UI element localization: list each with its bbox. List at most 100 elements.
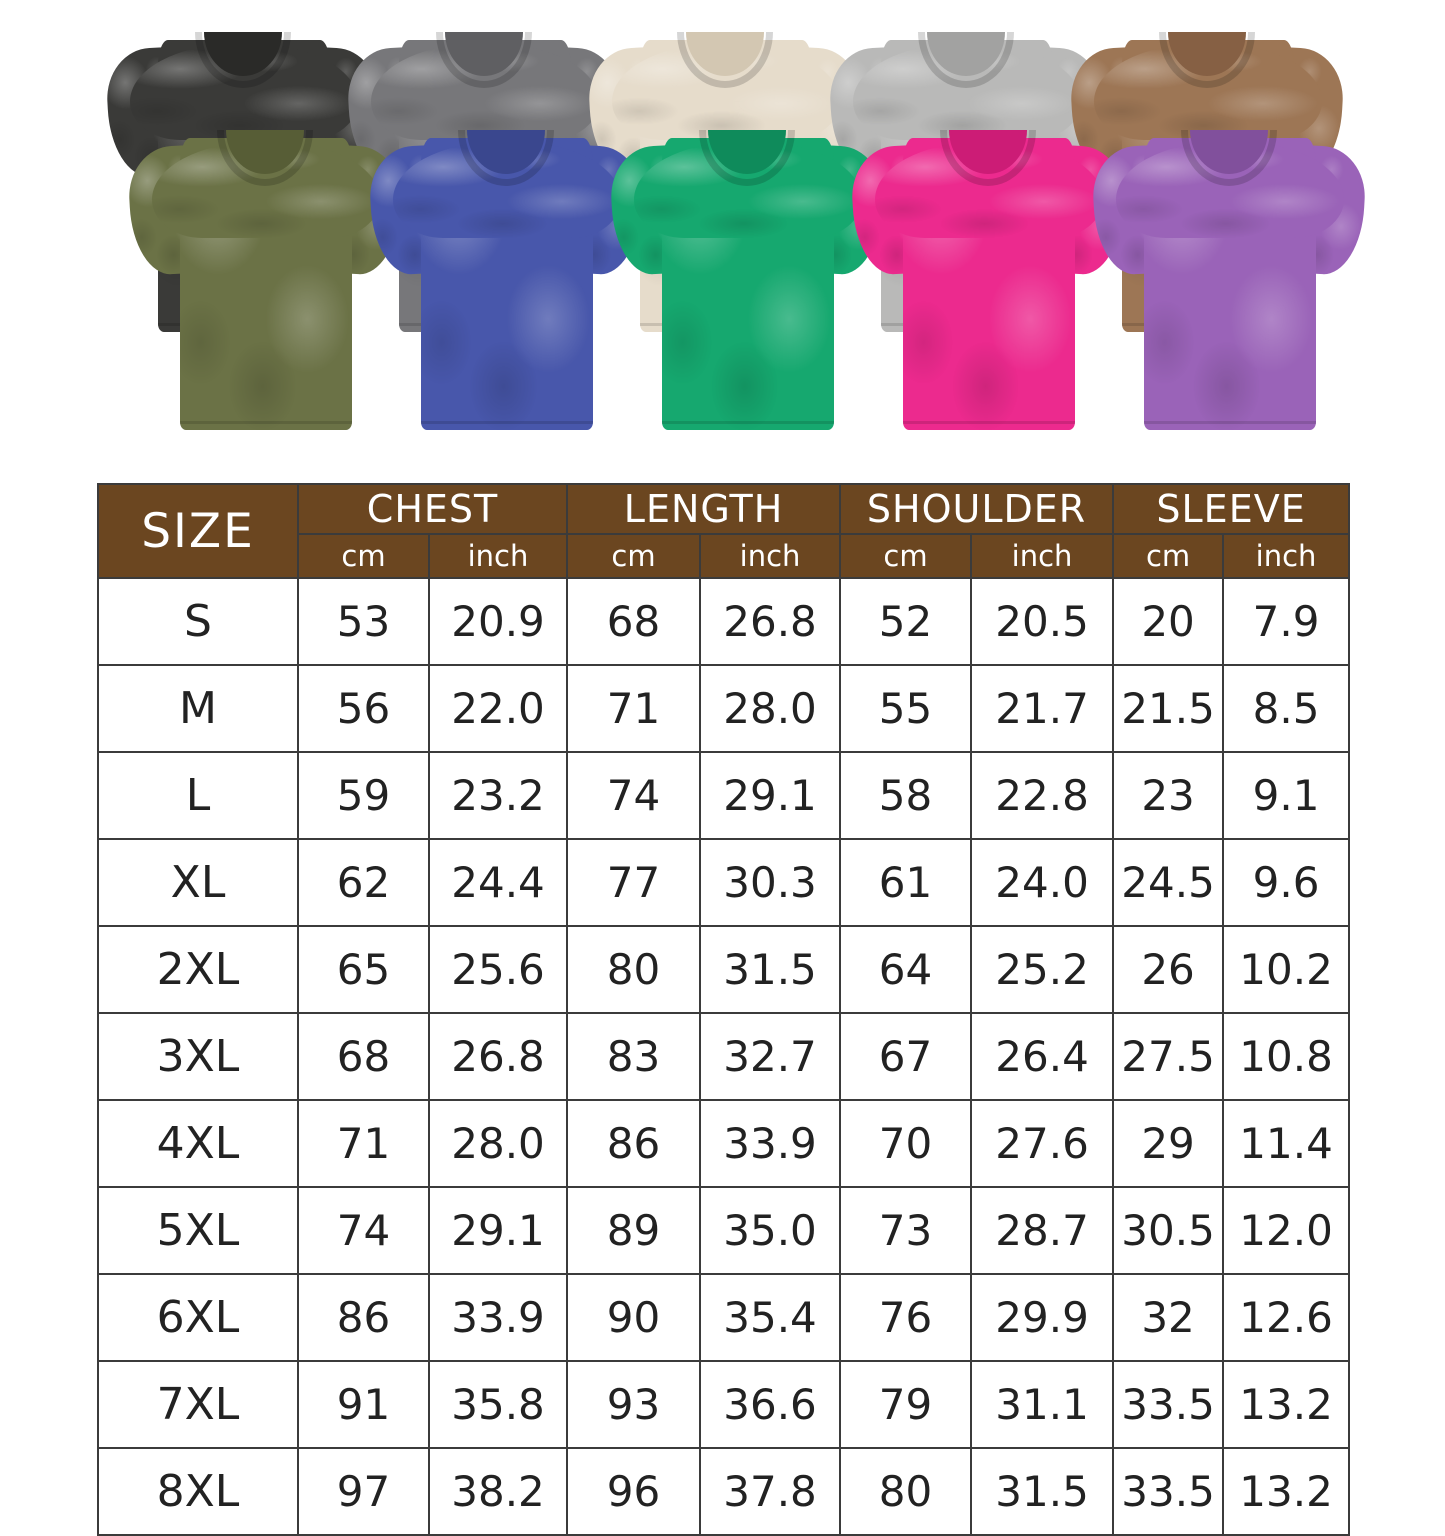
cell-chest-cm: 56 <box>297 664 430 753</box>
cell-length-cm: 80 <box>566 925 702 1014</box>
product-gallery <box>0 0 1445 470</box>
cell-chest-cm: 68 <box>297 1012 430 1101</box>
cell-length-cm: 89 <box>566 1186 702 1275</box>
size-chart-header: SIZE CHEST LENGTH SHOULDER SLEEVE cm inc… <box>97 483 1351 579</box>
cell-chest-inch: 26.8 <box>427 1012 569 1101</box>
cell-length-inch: 26.8 <box>699 577 842 666</box>
cell-chest-cm: 71 <box>297 1099 430 1188</box>
unit-header-length-inch: inch <box>699 533 842 579</box>
table-row: L 59 23.2 74 29.1 58 22.8 23 9.1 <box>97 751 1351 840</box>
cell-length-cm: 71 <box>566 664 702 753</box>
cell-sleeve-inch: 12.0 <box>1222 1186 1351 1275</box>
cell-sleeve-inch: 13.2 <box>1222 1447 1351 1536</box>
table-row: 4XL 71 28.0 86 33.9 70 27.6 29 11.4 <box>97 1099 1351 1188</box>
cell-sleeve-inch: 9.6 <box>1222 838 1351 927</box>
tee-hem <box>1144 421 1316 424</box>
column-header-shoulder: SHOULDER <box>839 483 1115 535</box>
cell-chest-cm: 91 <box>297 1360 430 1449</box>
cell-chest-inch: 38.2 <box>427 1447 569 1536</box>
table-row: 2XL 65 25.6 80 31.5 64 25.2 26 10.2 <box>97 925 1351 1014</box>
cell-size: M <box>97 664 299 753</box>
cell-chest-cm: 86 <box>297 1273 430 1362</box>
cell-chest-inch: 22.0 <box>427 664 569 753</box>
cell-shoulder-cm: 55 <box>839 664 973 753</box>
cell-chest-cm: 53 <box>297 577 430 666</box>
cell-length-inch: 35.0 <box>699 1186 842 1275</box>
cell-chest-cm: 62 <box>297 838 430 927</box>
cell-size: 5XL <box>97 1186 299 1275</box>
size-chart-body: S 53 20.9 68 26.8 52 20.5 20 7.9 M 56 22.0 71 28.0 55 2… <box>97 577 1351 1536</box>
cell-length-inch: 31.5 <box>699 925 842 1014</box>
cell-shoulder-inch: 31.1 <box>970 1360 1115 1449</box>
cell-size: 2XL <box>97 925 299 1014</box>
cell-sleeve-cm: 33.5 <box>1112 1360 1225 1449</box>
cell-chest-inch: 35.8 <box>427 1360 569 1449</box>
cell-chest-inch: 33.9 <box>427 1273 569 1362</box>
cell-sleeve-inch: 12.6 <box>1222 1273 1351 1362</box>
cell-length-cm: 96 <box>566 1447 702 1536</box>
cell-size: 4XL <box>97 1099 299 1188</box>
cell-shoulder-cm: 64 <box>839 925 973 1014</box>
cell-shoulder-cm: 61 <box>839 838 973 927</box>
cell-chest-inch: 28.0 <box>427 1099 569 1188</box>
olive-green-washed-tee <box>126 120 404 430</box>
cell-sleeve-cm: 27.5 <box>1112 1012 1225 1101</box>
cell-chest-cm: 74 <box>297 1186 430 1275</box>
cell-shoulder-inch: 25.2 <box>970 925 1115 1014</box>
cell-shoulder-cm: 73 <box>839 1186 973 1275</box>
cell-shoulder-inch: 29.9 <box>970 1273 1115 1362</box>
cell-size: XL <box>97 838 299 927</box>
unit-header-sleeve-inch: inch <box>1222 533 1351 579</box>
cell-shoulder-inch: 22.8 <box>970 751 1115 840</box>
cell-size: 8XL <box>97 1447 299 1536</box>
tee-hem <box>662 421 834 424</box>
cell-chest-cm: 65 <box>297 925 430 1014</box>
cell-length-cm: 90 <box>566 1273 702 1362</box>
cell-length-cm: 86 <box>566 1099 702 1188</box>
tee-hem <box>180 421 352 424</box>
cell-sleeve-cm: 20 <box>1112 577 1225 666</box>
cell-size: 6XL <box>97 1273 299 1362</box>
cell-size: L <box>97 751 299 840</box>
cell-sleeve-inch: 13.2 <box>1222 1360 1351 1449</box>
cell-shoulder-inch: 31.5 <box>970 1447 1115 1536</box>
cell-shoulder-cm: 80 <box>839 1447 973 1536</box>
cell-sleeve-inch: 9.1 <box>1222 751 1351 840</box>
cell-sleeve-cm: 23 <box>1112 751 1225 840</box>
column-header-sleeve: SLEEVE <box>1112 483 1351 535</box>
column-header-chest: CHEST <box>296 483 569 535</box>
cell-sleeve-cm: 29 <box>1112 1099 1225 1188</box>
cell-length-inch: 29.1 <box>699 751 842 840</box>
tee-hem <box>903 421 1075 424</box>
cell-length-inch: 36.6 <box>699 1360 842 1449</box>
cell-shoulder-inch: 27.6 <box>970 1099 1115 1188</box>
cell-length-cm: 68 <box>566 577 702 666</box>
unit-header-chest-inch: inch <box>427 533 569 579</box>
unit-header-chest-cm: cm <box>297 533 430 579</box>
royal-blue-washed-tee <box>367 120 645 430</box>
cell-shoulder-inch: 20.5 <box>970 577 1115 666</box>
column-header-length: LENGTH <box>566 483 842 535</box>
table-row: 3XL 68 26.8 83 32.7 67 26.4 27.5 10.8 <box>97 1012 1351 1101</box>
cell-shoulder-inch: 21.7 <box>970 664 1115 753</box>
header-group-row: SIZE CHEST LENGTH SHOULDER SLEEVE <box>97 483 1351 579</box>
purple-washed-tee <box>1090 120 1368 430</box>
emerald-green-washed-tee <box>608 120 886 430</box>
cell-sleeve-cm: 32 <box>1112 1273 1225 1362</box>
cell-chest-inch: 24.4 <box>427 838 569 927</box>
table-row: 5XL 74 29.1 89 35.0 73 28.7 30.5 12.0 <box>97 1186 1351 1275</box>
unit-header-shoulder-inch: inch <box>970 533 1115 579</box>
tee-hem <box>421 421 593 424</box>
cell-length-inch: 37.8 <box>699 1447 842 1536</box>
cell-sleeve-inch: 11.4 <box>1222 1099 1351 1188</box>
table-row: 8XL 97 38.2 96 37.8 80 31.5 33.5 13.2 <box>97 1447 1351 1536</box>
header-unit-row: cm inch cm inch cm inch cm inch <box>98 533 1351 579</box>
cell-shoulder-inch: 24.0 <box>970 838 1115 927</box>
cell-chest-inch: 23.2 <box>427 751 569 840</box>
cell-shoulder-inch: 28.7 <box>970 1186 1115 1275</box>
table-row: 7XL 91 35.8 93 36.6 79 31.1 33.5 13.2 <box>97 1360 1351 1449</box>
cell-sleeve-inch: 7.9 <box>1222 577 1351 666</box>
cell-sleeve-inch: 8.5 <box>1222 664 1351 753</box>
cell-shoulder-cm: 58 <box>839 751 973 840</box>
cell-length-inch: 33.9 <box>699 1099 842 1188</box>
